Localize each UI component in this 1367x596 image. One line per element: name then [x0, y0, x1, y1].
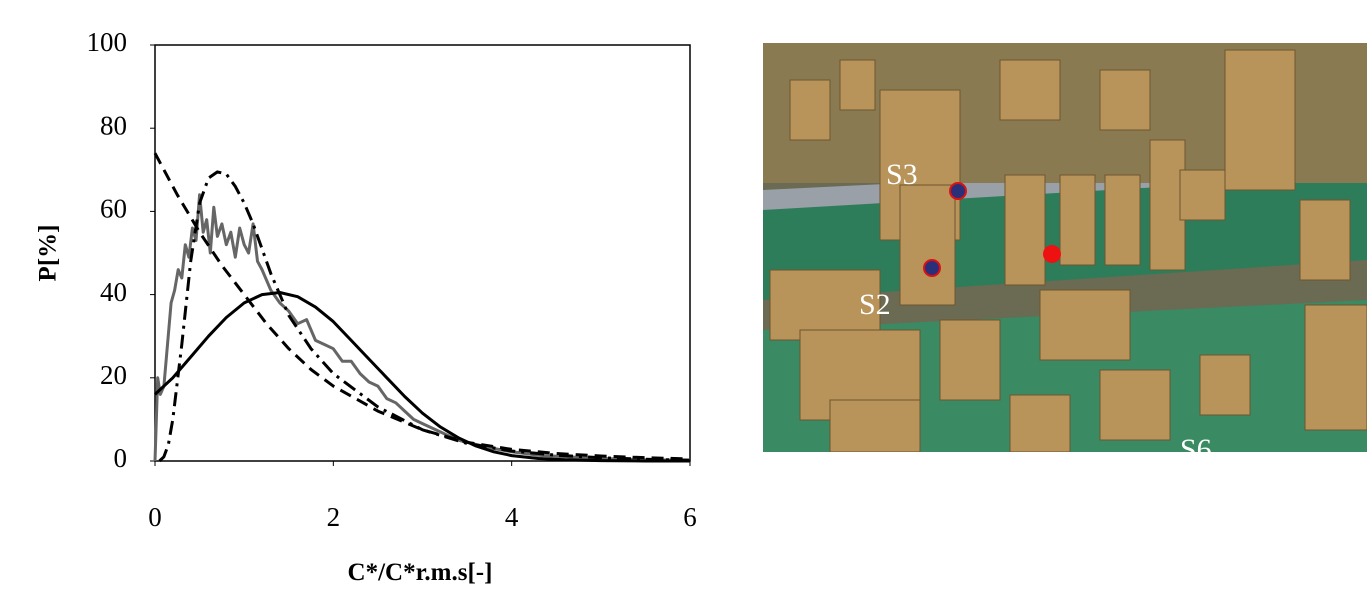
- series-line: [155, 293, 690, 462]
- y-tick-label: 60: [100, 194, 127, 224]
- photo-label: S2: [859, 288, 891, 321]
- photo-label: S6: [1180, 433, 1212, 466]
- source-dot: [1043, 245, 1061, 263]
- series-line: [155, 195, 690, 461]
- sensor-dot: [924, 260, 940, 276]
- y-tick-label: 0: [114, 443, 128, 473]
- y-tick-label: 100: [87, 27, 128, 57]
- y-tick-label: 80: [100, 110, 127, 140]
- x-tick-label: 0: [148, 502, 162, 532]
- series-line: [160, 172, 691, 461]
- figure: S3 S2 S6 C*/C*r.m.s[-] P[%] 020406080100…: [0, 0, 1367, 591]
- y-tick-label: 40: [100, 277, 127, 307]
- y-axis-title: P[%]: [35, 225, 62, 282]
- x-tick-label: 6: [683, 502, 697, 532]
- sensor-dot: [950, 183, 966, 199]
- y-tick-label: 20: [100, 360, 127, 390]
- x-tick-label: 4: [505, 502, 519, 532]
- photo-label: S3: [886, 158, 918, 191]
- x-axis-title: C*/C*r.m.s[-]: [348, 559, 493, 586]
- x-tick-label: 2: [327, 502, 341, 532]
- city-model-photo: S3 S2 S6: [763, 43, 1367, 466]
